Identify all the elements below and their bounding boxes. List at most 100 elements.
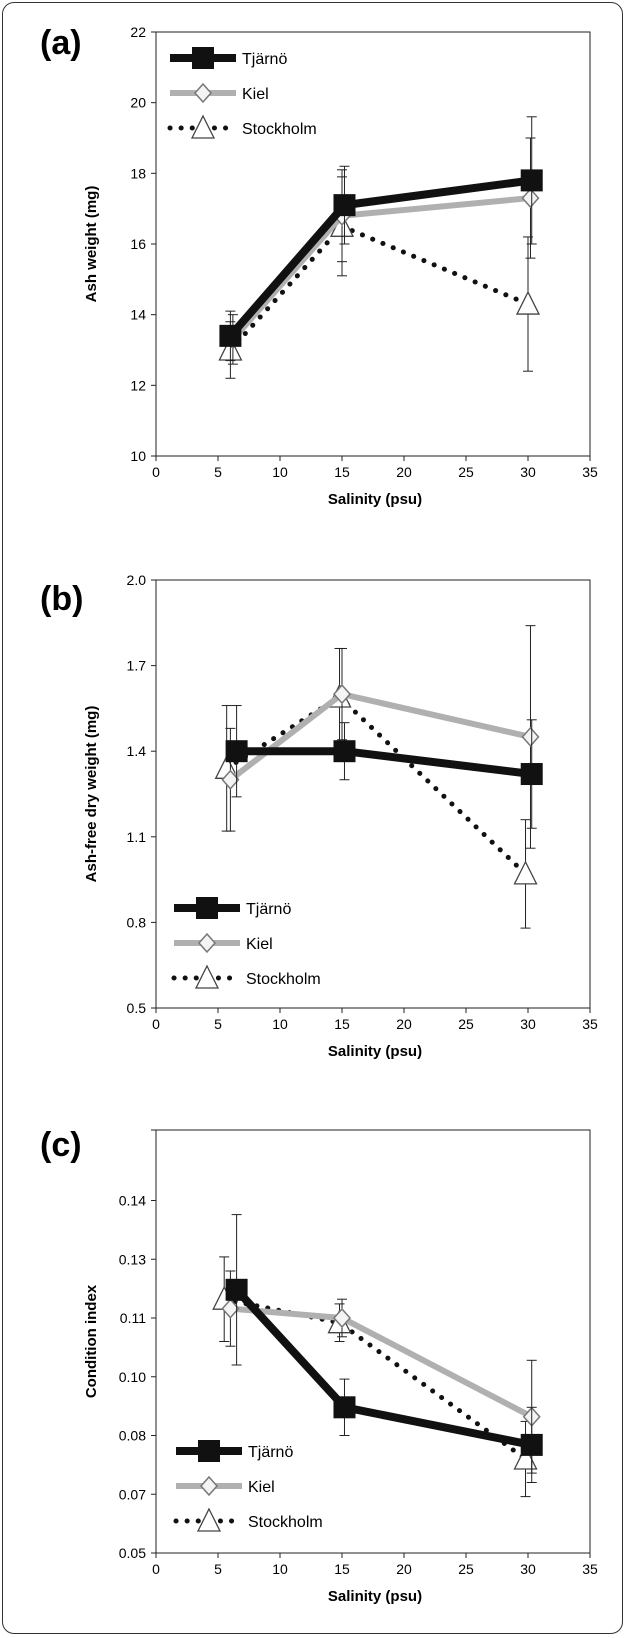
panel-2: (c) 0 5 10 15 20 25 30 35 0.05 0.07 0.08 0.10 0.11 0.1… [40, 1126, 598, 1605]
legend-marker [194, 964, 220, 989]
data-point [520, 1433, 543, 1456]
x-tick-label: 30 [520, 464, 536, 480]
x-tick-label: 35 [582, 1016, 598, 1032]
data-point [513, 860, 538, 885]
series-line [230, 195, 531, 342]
data-point [333, 1396, 356, 1419]
plot-area [155, 579, 591, 1009]
series-2 [218, 176, 541, 379]
y-axis-label: Ash weight (mg) [83, 186, 100, 303]
y-axis-label: Ash-free dry weight (mg) [83, 706, 100, 883]
data-point [332, 684, 352, 705]
y-tick-label: 20 [130, 95, 146, 111]
series-line [236, 747, 533, 778]
y-tick-label: 1.1 [127, 829, 147, 845]
y-tick-label: 1.7 [127, 658, 147, 674]
legend-label: Kiel [242, 86, 269, 103]
x-tick-label: 30 [520, 1016, 536, 1032]
data-point [513, 1445, 538, 1470]
y-tick-label: 0.5 [127, 1000, 147, 1016]
panel-label: (b) [40, 580, 83, 618]
data-point [521, 726, 540, 748]
data-point [332, 1307, 352, 1329]
y-tick-label: 18 [130, 165, 146, 181]
legend-marker [198, 1440, 220, 1462]
data-point [333, 194, 356, 217]
panel-1: (b) 0 5 10 15 20 25 30 35 0.5 0.8 1.1 1.4 1.7 2.0 Salin… [40, 572, 598, 1060]
series-0 [219, 116, 543, 362]
x-tick-label: 5 [214, 464, 222, 480]
x-tick-label: 10 [272, 1016, 288, 1032]
x-tick-label: 10 [272, 1561, 288, 1577]
series-line [230, 1305, 534, 1420]
legend-label: Tjärnö [242, 51, 287, 68]
data-point [219, 324, 242, 347]
y-tick-label: 12 [130, 377, 146, 393]
series-0 [225, 1214, 543, 1483]
y-tick-label: 14 [130, 307, 146, 323]
x-tick-label: 35 [582, 464, 598, 480]
x-tick-label: 20 [396, 1561, 412, 1577]
y-tick-label: 0.13 [119, 1251, 146, 1267]
legend-marker [192, 47, 214, 69]
x-tick-label: 20 [396, 464, 412, 480]
series-0 [225, 705, 543, 829]
legend-label: Stockholm [248, 1514, 323, 1531]
x-tick-label: 0 [152, 1016, 160, 1032]
x-tick-label: 5 [214, 1561, 222, 1577]
data-point [221, 1298, 240, 1319]
x-tick-label: 10 [272, 464, 288, 480]
x-tick-label: 25 [458, 464, 474, 480]
legend-label: Kiel [246, 936, 273, 953]
x-tick-label: 15 [334, 1561, 350, 1577]
x-axis-label: Salinity (psu) [328, 1588, 422, 1605]
legend-label: Kiel [248, 1479, 275, 1496]
y-tick-label: 1.4 [127, 743, 147, 759]
panel-0: (a) 0 5 10 15 20 25 30 35 10 12 14 16 18 20 22 Salinity … [40, 24, 598, 508]
data-point [221, 769, 240, 790]
y-tick-label: 10 [130, 448, 146, 464]
data-point [333, 740, 356, 763]
x-tick-label: 35 [582, 1561, 598, 1577]
y-tick-label: 0.08 [119, 1428, 146, 1444]
data-point [521, 187, 540, 209]
legend-marker [199, 1475, 219, 1497]
series-2 [214, 647, 538, 929]
panel-label: (a) [40, 24, 82, 62]
x-tick-label: 25 [458, 1561, 474, 1577]
x-axis-label: Salinity (psu) [328, 491, 422, 508]
x-tick-label: 0 [152, 464, 160, 480]
y-tick-label: 0.05 [119, 1545, 146, 1561]
y-tick-label: 0.11 [120, 1310, 146, 1326]
x-tick-label: 30 [520, 1561, 536, 1577]
legend: Tjärnö Kiel Stockholm [167, 47, 317, 139]
legend: Tjärnö Kiel Stockholm [171, 897, 321, 989]
series-1 [223, 137, 540, 365]
data-point [520, 169, 543, 192]
x-tick-label: 5 [214, 1016, 222, 1032]
legend-label: Stockholm [246, 971, 321, 988]
y-tick-label: 22 [130, 24, 146, 40]
y-tick-label: 0.8 [127, 914, 147, 930]
y-tick-label: 16 [130, 236, 146, 252]
plot-area [155, 1129, 591, 1554]
legend-marker [196, 1507, 222, 1532]
legend-label: Tjärnö [248, 1444, 293, 1461]
legend-label: Tjärnö [246, 901, 291, 918]
x-tick-label: 15 [334, 464, 350, 480]
series-1 [221, 1270, 541, 1474]
data-point [520, 763, 543, 786]
x-tick-label: 20 [396, 1016, 412, 1032]
legend-label: Stockholm [242, 121, 317, 138]
data-point [225, 740, 248, 763]
panel-label: (c) [40, 1126, 82, 1164]
x-tick-label: 15 [334, 1016, 350, 1032]
legend: Tjärnö Kiel Stockholm [173, 1440, 323, 1532]
legend-marker [197, 932, 217, 954]
legend-marker [190, 114, 216, 139]
legend-marker [193, 82, 213, 104]
data-point [225, 1278, 248, 1301]
x-axis-label: Salinity (psu) [328, 1043, 422, 1060]
